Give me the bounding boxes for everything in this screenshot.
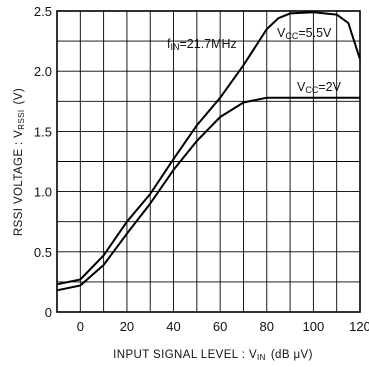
x-tick-label: 120 xyxy=(349,319,369,334)
x-tick-label: 0 xyxy=(77,319,84,334)
series-line-vcc-2v xyxy=(56,96,360,292)
y-tick-label: 0.5 xyxy=(34,245,52,260)
y-tick-label: 0 xyxy=(45,305,52,320)
y-tick-label: 1.5 xyxy=(34,124,52,139)
x-tick-label: 60 xyxy=(213,319,227,334)
y-tick-label: 1.0 xyxy=(34,185,52,200)
y-tick-label: 2.5 xyxy=(34,4,52,19)
curves xyxy=(56,11,361,292)
series-line-vcc-5v5 xyxy=(56,11,361,286)
tick-labels: 0 20 40 60 80 100 120 0 0.5 1.0 1.5 2.0 2.5 xyxy=(34,4,369,334)
fin-annotation: fIN=21.7MHz xyxy=(167,37,237,52)
y-axis-title: RSSI VOLTAGE : VRSSI(V) xyxy=(13,88,26,236)
plot-frame xyxy=(56,10,361,313)
grid xyxy=(57,11,360,312)
x-axis-title: INPUT SIGNAL LEVEL : VIN (dB μV) xyxy=(113,349,313,362)
x-tick-label: 40 xyxy=(166,319,180,334)
y-tick-label: 2.0 xyxy=(34,64,52,79)
x-tick-label: 80 xyxy=(260,319,274,334)
x-tick-label: 100 xyxy=(303,319,325,334)
x-tick-label: 20 xyxy=(120,319,134,334)
vcc55-annotation: VCC=5.5V xyxy=(277,26,332,41)
vcc2-annotation: VCC=2V xyxy=(297,80,342,95)
